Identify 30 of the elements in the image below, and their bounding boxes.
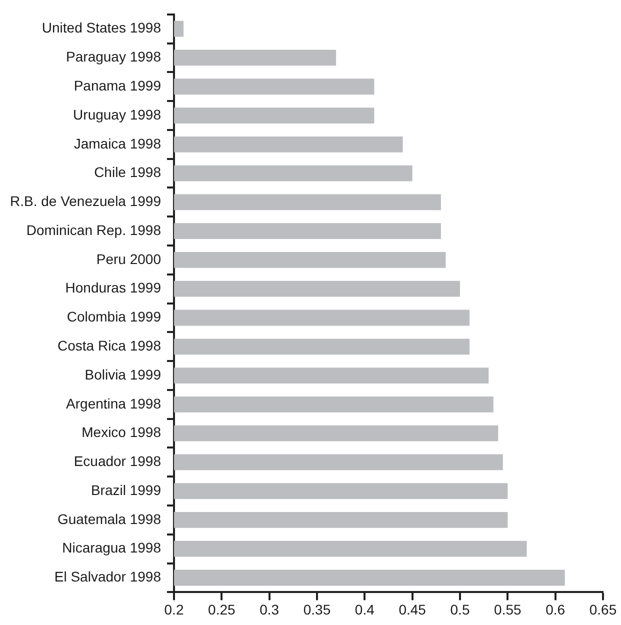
x-tick-label: 0.55 [494, 601, 522, 618]
y-tick-label: Panama 1999 [74, 77, 162, 94]
x-tick-label: 0.45 [398, 601, 426, 618]
y-tick-label: Dominican Rep. 1998 [26, 222, 162, 238]
x-tick-label: 0.65 [589, 601, 617, 618]
y-tick-label: Honduras 1999 [65, 280, 162, 296]
y-tick-label: Paraguay 1998 [66, 48, 162, 65]
y-tick-label: Peru 2000 [96, 250, 162, 267]
y-tick-label: Brazil 1999 [90, 482, 162, 498]
x-tick-label: 0.4 [354, 601, 375, 618]
y-tick-label: Ecuador 1998 [74, 453, 162, 470]
x-tick-label: 0.3 [260, 601, 280, 618]
y-tick-label: Chile 1998 [94, 164, 162, 180]
y-tick-label: Argentina 1998 [66, 395, 162, 412]
x-tick-label: 0.35 [303, 601, 331, 618]
y-tick-label: Bolivia 1999 [84, 366, 162, 382]
y-tick-label: United States 1998 [42, 20, 162, 36]
x-tick-label: 0.5 [450, 601, 470, 618]
y-tick-label: Jamaica 1998 [74, 135, 162, 152]
x-tick-label: 0.6 [546, 601, 566, 618]
y-tick-label: Colombia 1999 [66, 308, 162, 325]
y-tick-label: Nicaragua 1998 [62, 540, 162, 556]
x-tick-label: 0.25 [208, 601, 236, 618]
y-tick-label: R.B. de Venezuela 1999 [10, 193, 162, 210]
y-tick-label: Guatemala 1998 [57, 510, 162, 527]
x-tick-label: 0.2 [164, 601, 184, 618]
y-tick-label: Uruguay 1998 [73, 106, 162, 122]
y-tick-label: Costa Rica 1998 [57, 337, 162, 354]
y-tick-label: Mexico 1998 [82, 424, 162, 440]
y-tick-label: El Salvador 1998 [54, 568, 162, 585]
